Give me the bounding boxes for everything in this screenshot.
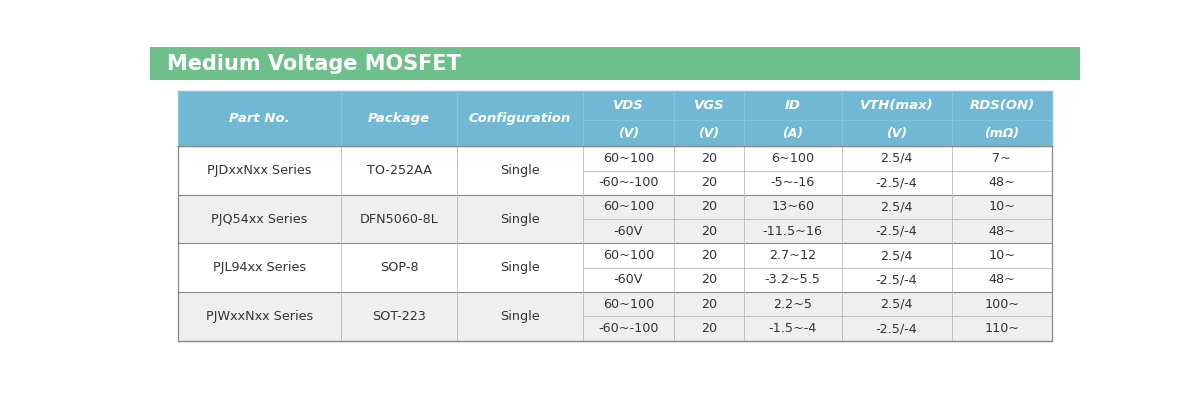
Text: -11.5~16: -11.5~16 [763,225,823,238]
Text: 20: 20 [701,200,718,213]
Text: RDS(ON): RDS(ON) [970,99,1034,112]
Text: SOP-8: SOP-8 [379,261,419,274]
Text: VDS: VDS [613,99,644,112]
Text: 2.7~12: 2.7~12 [769,249,816,262]
Text: Single: Single [500,310,540,323]
Text: 100~: 100~ [984,298,1019,311]
Text: TO-252AA: TO-252AA [366,164,432,177]
Text: 2.5/4: 2.5/4 [881,200,913,213]
Text: Single: Single [500,213,540,226]
Text: 60~100: 60~100 [602,298,654,311]
Text: 2.5/4: 2.5/4 [881,152,913,165]
Text: 20: 20 [701,298,718,311]
Text: Part No.: Part No. [229,112,289,125]
Bar [178,91,1052,146]
Text: 48~: 48~ [989,176,1015,189]
Text: -60~-100: -60~-100 [599,322,659,335]
Text: -60~-100: -60~-100 [599,176,659,189]
Text: Single: Single [500,261,540,274]
Text: 60~100: 60~100 [602,249,654,262]
Text: 60~100: 60~100 [602,200,654,213]
Text: -1.5~-4: -1.5~-4 [769,322,817,335]
Text: 20: 20 [701,225,718,238]
Bar [178,146,1052,195]
Text: PJL94xx Series: PJL94xx Series [212,261,306,274]
Text: -2.5/-4: -2.5/-4 [876,274,918,286]
Text: Configuration: Configuration [469,112,571,125]
Text: Single: Single [500,164,540,177]
Text: -3.2~5.5: -3.2~5.5 [764,274,821,286]
Text: SOT-223: SOT-223 [372,310,426,323]
Text: PJDxxNxx Series: PJDxxNxx Series [208,164,312,177]
Text: 13~60: 13~60 [772,200,815,213]
Text: 48~: 48~ [989,274,1015,286]
Bar [178,292,1052,341]
Text: -60V: -60V [613,274,643,286]
Text: -60V: -60V [613,225,643,238]
Text: Medium Voltage MOSFET: Medium Voltage MOSFET [167,53,461,73]
Text: 7~: 7~ [992,152,1012,165]
Text: -2.5/-4: -2.5/-4 [876,225,918,238]
Bar [178,195,1052,243]
Text: 10~: 10~ [989,249,1015,262]
Text: (V): (V) [886,127,907,140]
Text: 10~: 10~ [989,200,1015,213]
Text: 48~: 48~ [989,225,1015,238]
Text: ID: ID [785,99,800,112]
Bar [178,243,1052,292]
Text: 110~: 110~ [984,322,1019,335]
Text: -2.5/-4: -2.5/-4 [876,176,918,189]
Text: (V): (V) [618,127,640,140]
Text: 20: 20 [701,322,718,335]
Bar [150,47,1080,80]
Text: DFN5060-8L: DFN5060-8L [360,213,438,226]
Text: 20: 20 [701,249,718,262]
Text: 60~100: 60~100 [602,152,654,165]
Text: 2.5/4: 2.5/4 [881,298,913,311]
Text: (V): (V) [698,127,720,140]
Text: (mΩ): (mΩ) [984,127,1019,140]
Text: -2.5/-4: -2.5/-4 [876,322,918,335]
Text: PJWxxNxx Series: PJWxxNxx Series [205,310,313,323]
Text: Package: Package [368,112,430,125]
Text: VGS: VGS [694,99,725,112]
Text: PJQ54xx Series: PJQ54xx Series [211,213,307,226]
Text: (A): (A) [782,127,803,140]
Text: 6~100: 6~100 [772,152,815,165]
Text: 2.5/4: 2.5/4 [881,249,913,262]
Text: VTH(max): VTH(max) [860,99,934,112]
Text: -5~-16: -5~-16 [770,176,815,189]
Text: 20: 20 [701,176,718,189]
Text: 20: 20 [701,152,718,165]
Text: 20: 20 [701,274,718,286]
Text: 2.2~5: 2.2~5 [773,298,812,311]
